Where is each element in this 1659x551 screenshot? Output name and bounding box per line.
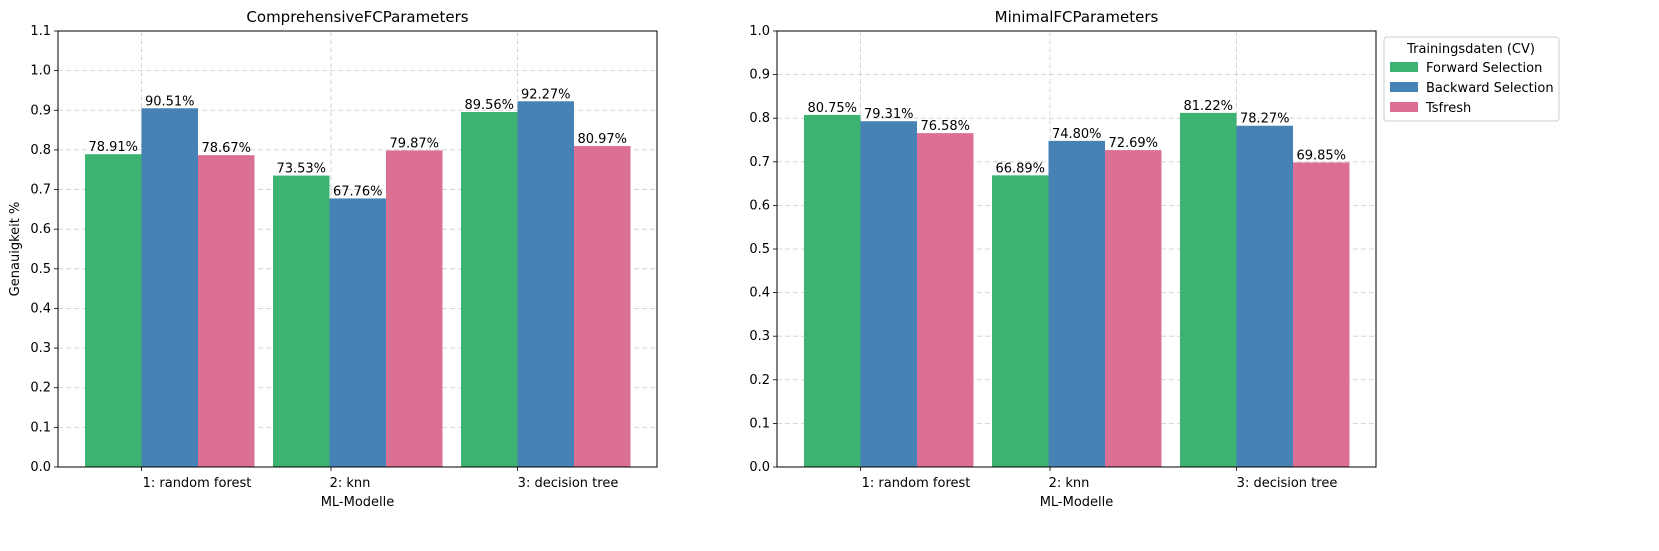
bar [273, 175, 330, 467]
x-tick-label: 1: random forest [862, 476, 971, 491]
bar [517, 101, 574, 468]
bar [1048, 140, 1105, 467]
y-tick-label: 0.2 [30, 381, 51, 396]
y-tick-label: 0.2 [749, 373, 770, 388]
y-tick-label: 0.3 [749, 329, 770, 344]
y-tick-label: 0.4 [30, 301, 51, 316]
y-tick-label: 0.8 [30, 143, 51, 158]
bar [141, 108, 198, 467]
x-tick-label: 1: random forest [143, 476, 252, 491]
bar-value-label: 67.76% [333, 184, 383, 199]
bar [1105, 150, 1162, 467]
y-tick-label: 0.7 [749, 155, 770, 170]
y-tick-label: 0.0 [749, 460, 770, 475]
y-tick-label: 0.3 [30, 341, 51, 356]
bar-value-label: 81.22% [1183, 99, 1233, 114]
chart-panel-1: 0.0 0.1 0.2 0.3 0.4 0.5 0.6 0.7 0.8 0.9 1.0 1.1 1: r… [8, 8, 658, 510]
y-tick-label: 0.1 [30, 420, 51, 435]
bar-value-label: 78.91% [88, 140, 138, 155]
bar [992, 175, 1049, 467]
bar [1236, 125, 1293, 467]
bar-value-label: 92.27% [521, 87, 571, 102]
bar [860, 121, 917, 467]
plot-frame [776, 30, 1377, 468]
y-tick-label: 0.4 [749, 286, 770, 301]
bar-value-label: 66.89% [995, 161, 1045, 176]
y-tick-label: 0.0 [30, 460, 51, 475]
y-axis-label: Genauigkeit % [8, 202, 23, 297]
bar-value-label: 69.85% [1296, 148, 1346, 163]
bar-value-label: 76.58% [920, 119, 970, 134]
x-tick-label: 3: decision tree [1237, 476, 1338, 491]
bar [329, 198, 386, 467]
y-tick-label: 0.9 [749, 68, 770, 83]
legend-swatch [1390, 62, 1418, 72]
bar-value-label: 74.80% [1052, 127, 1102, 142]
bar-value-label: 89.56% [464, 98, 514, 113]
x-axis-label: ML-Modelle [321, 495, 395, 510]
x-axis-label: ML-Modelle [1040, 495, 1114, 510]
y-tick-label: 1.0 [30, 64, 51, 79]
bar-value-label: 90.51% [145, 94, 195, 109]
x-tick-label: 3: decision tree [518, 476, 619, 491]
y-tick-label: 0.5 [30, 262, 51, 277]
x-tick-label: 2: knn [1049, 476, 1090, 491]
y-tick-label: 0.5 [749, 242, 770, 257]
plot-frame [57, 30, 658, 468]
legend: Trainingsdaten (CV) Forward Selection Back… [1383, 36, 1560, 122]
bar [461, 112, 518, 467]
bar [198, 155, 255, 467]
bar-value-label: 72.69% [1108, 136, 1158, 151]
y-tick-label: 0.1 [749, 416, 770, 431]
chart-panel-2: 0.0 0.1 0.2 0.3 0.4 0.5 0.6 0.7 0.8 0.9 1.0 1: rand… [749, 8, 1377, 510]
y-tick-label: 0.6 [749, 198, 770, 213]
legend-swatch [1390, 102, 1418, 112]
bar-value-label: 79.31% [864, 107, 914, 122]
bar [804, 114, 861, 468]
y-tick-label: 1.1 [30, 24, 51, 39]
legend-entry: Forward Selection [1426, 61, 1542, 76]
y-tick-label: 0.7 [30, 183, 51, 198]
bar-value-label: 80.75% [807, 101, 857, 116]
legend-box [1383, 36, 1560, 122]
bar [574, 146, 631, 467]
y-tick-label: 0.9 [30, 103, 51, 118]
legend-entry: Tsfresh [1425, 101, 1471, 116]
bar [1180, 112, 1237, 467]
y-tick-label: 0.8 [749, 111, 770, 126]
bar-value-label: 80.97% [577, 132, 627, 147]
chart-title: MinimalFCParameters [995, 8, 1159, 26]
bar [1293, 162, 1350, 468]
y-tick-label: 1.0 [749, 24, 770, 39]
bar [85, 154, 142, 467]
legend-title: Trainingsdaten (CV) [1406, 42, 1535, 57]
bar-value-label: 79.87% [389, 136, 439, 151]
bar-value-label: 73.53% [276, 162, 326, 177]
bar [917, 133, 974, 467]
x-tick-label: 2: knn [330, 476, 371, 491]
bar-value-label: 78.67% [201, 141, 251, 156]
bar-value-label: 78.27% [1240, 112, 1290, 127]
bar [386, 150, 443, 467]
legend-swatch [1390, 82, 1418, 92]
chart-title: ComprehensiveFCParameters [246, 8, 468, 26]
y-tick-label: 0.6 [30, 222, 51, 237]
legend-entry: Backward Selection [1426, 81, 1554, 96]
